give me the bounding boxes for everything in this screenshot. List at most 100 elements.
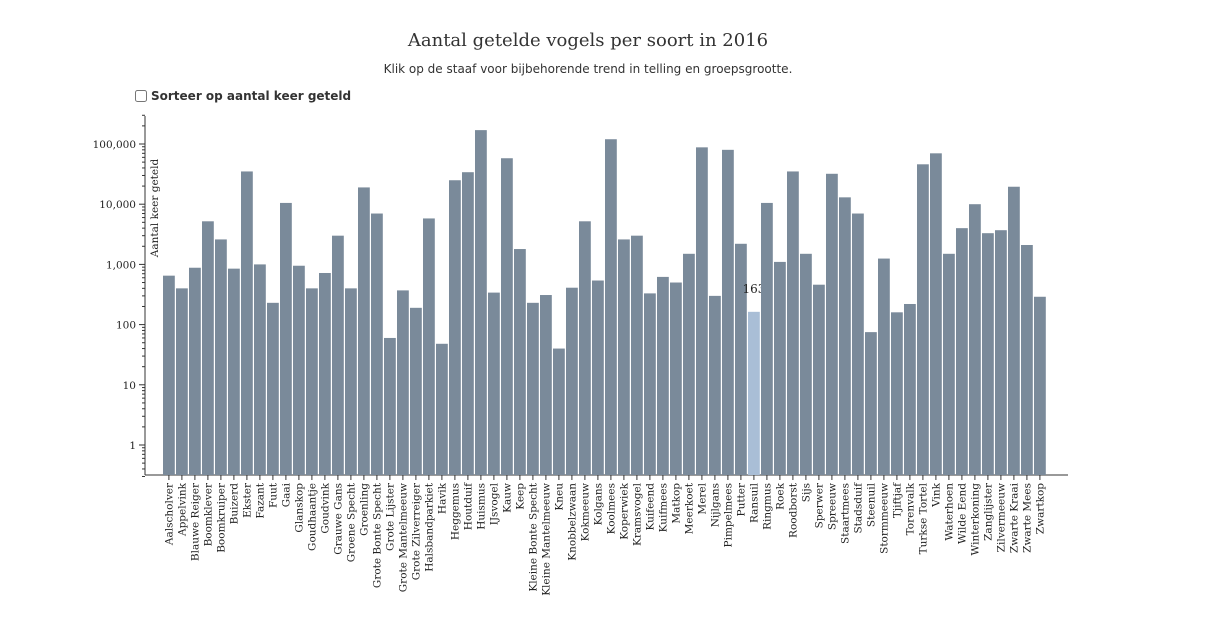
x-tick-label: Kneu [553, 483, 565, 511]
bar-ijsvogel[interactable] [488, 292, 500, 475]
bar-nijlgans[interactable] [709, 295, 721, 475]
bar-wilde-eend[interactable] [956, 228, 968, 475]
x-tick-label: Kleine Mantelmeeuw [540, 483, 552, 596]
sort-checkbox[interactable] [135, 90, 147, 102]
bar-grote-zilverreiger[interactable] [410, 307, 422, 475]
x-tick-label: Kuifeend [644, 483, 656, 531]
x-tick-label: Staartmees [839, 483, 851, 544]
bar-groenling[interactable] [358, 187, 370, 475]
bar-ringmus[interactable] [761, 202, 773, 475]
x-tick-label: Huismus [475, 483, 487, 530]
bar-grauwe-gans[interactable] [332, 235, 344, 475]
x-tick-label: Buizerd [228, 483, 240, 525]
sort-toggle[interactable]: Sorteer op aantal keer geteld [135, 89, 351, 103]
bar-houtduif[interactable] [462, 172, 474, 476]
bar-stadsduif[interactable] [852, 213, 864, 476]
bar-staartmees[interactable] [839, 197, 851, 475]
bar-buizerd[interactable] [228, 268, 240, 475]
bar-sperwer[interactable] [813, 284, 825, 475]
x-tick-label: Zwartkop [1034, 483, 1046, 534]
bar-fuut[interactable] [267, 302, 279, 475]
chart-title: Aantal getelde vogels per soort in 2016 [407, 30, 769, 51]
bar-torenvalk[interactable] [904, 303, 916, 475]
x-tick-label: Koperwiek [618, 482, 630, 539]
x-tick-label: Nijlgans [709, 483, 721, 527]
y-axis-label: Aantal keer geteld [149, 159, 161, 259]
bar-huismus[interactable] [475, 130, 487, 476]
bar-steenuil[interactable] [865, 332, 877, 475]
x-tick-label: Zilvermeeuw [995, 483, 1007, 552]
x-tick-label: Groene Specht [345, 482, 357, 562]
bar-aalscholver[interactable] [163, 275, 175, 475]
bar-zwarte-kraai[interactable] [1008, 186, 1020, 475]
bar-kauw[interactable] [501, 158, 513, 475]
bar-turkse-tortel[interactable] [917, 164, 929, 475]
bar-heggemus[interactable] [449, 180, 461, 475]
x-tick-label: Groenling [358, 483, 370, 536]
bar-glanskop[interactable] [293, 265, 305, 475]
bar-koolmees[interactable] [605, 139, 617, 476]
bar-grote-mantelmeeuw[interactable] [397, 290, 409, 475]
bar-roodborst[interactable] [787, 171, 799, 476]
bar-halsbandparkiet[interactable] [423, 218, 435, 475]
bar-waterhoen[interactable] [943, 253, 955, 475]
bar-kramsvogel[interactable] [631, 235, 643, 475]
bar-keep[interactable] [514, 249, 526, 475]
bar-groene-specht[interactable] [345, 288, 357, 475]
bar-matkop[interactable] [670, 282, 682, 475]
bar-merel[interactable] [696, 147, 708, 475]
bar-knobbelzwaan[interactable] [566, 287, 578, 475]
bar-zwartkop[interactable] [1034, 296, 1046, 475]
bar-kuifmees[interactable] [657, 276, 669, 475]
bar-winterkoning[interactable] [969, 204, 981, 475]
bar-boomkruiper[interactable] [215, 239, 227, 475]
bar-putter[interactable] [735, 243, 747, 475]
bar-zwarte-mees[interactable] [1021, 245, 1033, 475]
bar-zilvermeeuw[interactable] [995, 230, 1007, 475]
x-tick-label: Sperwer [813, 482, 825, 528]
bar-zanglijster[interactable] [982, 233, 994, 475]
bar-goudvink[interactable] [319, 272, 331, 475]
x-tick-label: Ransuil [748, 482, 760, 523]
bar-vink[interactable] [930, 153, 942, 475]
bar-stormmeeuw[interactable] [878, 258, 890, 475]
y-tick-label: 100 [116, 320, 136, 332]
bar-kolgans[interactable] [592, 280, 604, 475]
bar-gaai[interactable] [280, 202, 292, 475]
bar-spreeuw[interactable] [826, 173, 838, 475]
bar-fazant[interactable] [254, 264, 266, 475]
bar-appelvink[interactable] [176, 288, 188, 475]
bar-boomklever[interactable] [202, 221, 214, 475]
x-tick-label: Turkse Tortel [917, 482, 929, 554]
bar-grote-lijster[interactable] [384, 337, 396, 475]
bar-kuifeend[interactable] [644, 293, 656, 475]
bar-kleine-mantelmeeuw[interactable] [540, 295, 552, 475]
bar-kokmeeuw[interactable] [579, 221, 591, 475]
bar-roek[interactable] [774, 261, 786, 475]
x-tick-label: Keep [514, 483, 526, 510]
x-tick-label: Putter [735, 482, 747, 516]
bar-koperwiek[interactable] [618, 239, 630, 475]
y-tick-label: 10 [123, 380, 136, 392]
bar-kneu[interactable] [553, 348, 565, 475]
x-tick-label: Aalscholver [163, 482, 175, 546]
x-tick-label: Boomkruiper [215, 482, 227, 553]
x-tick-label: Winterkoning [969, 483, 981, 556]
bar-kleine-bonte-specht[interactable] [527, 302, 539, 475]
bar-havik[interactable] [436, 343, 448, 475]
x-tick-label: Houtduif [462, 482, 474, 530]
bar-ekster[interactable] [241, 171, 253, 476]
chart-subtitle: Klik op de staaf voor bijbehorende trend… [383, 62, 793, 76]
x-tick-label: Zanglijster [982, 482, 994, 541]
y-tick-label: 1,000 [106, 259, 136, 271]
x-tick-label: Steenuil [865, 482, 877, 527]
bar-blauwe-reiger[interactable] [189, 267, 201, 475]
bar-grote-bonte-specht[interactable] [371, 213, 383, 476]
bar-pimpelmees[interactable] [722, 149, 734, 475]
bar-goudhaantje[interactable] [306, 288, 318, 475]
bar-tjiftjaf[interactable] [891, 312, 903, 475]
bar-sijs[interactable] [800, 253, 812, 475]
bar-meerkoet[interactable] [683, 253, 695, 475]
x-tick-label: Blauwe Reiger [189, 482, 201, 561]
bar-ransuil[interactable] [748, 311, 760, 475]
